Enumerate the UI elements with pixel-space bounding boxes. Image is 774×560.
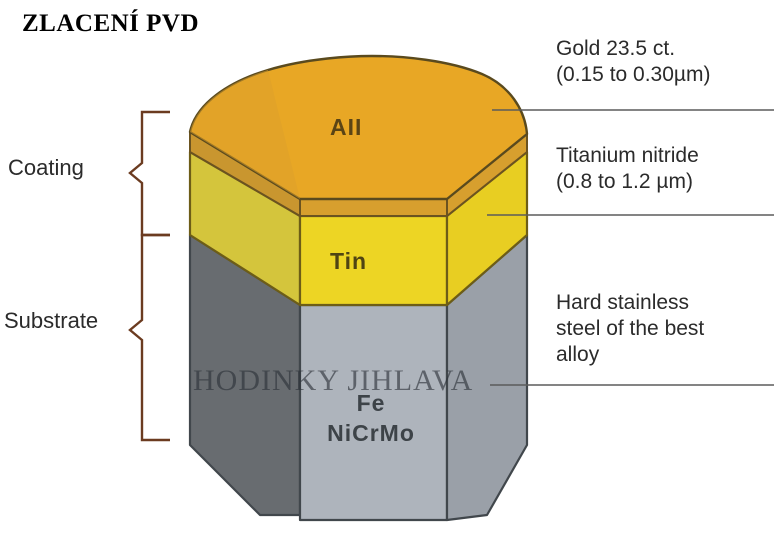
- annotation-titanium-nitride: Titanium nitride (0.8 to 1.2 µm): [556, 144, 699, 193]
- annotation-gold: Gold 23.5 ct. (0.15 to 0.30µm): [556, 37, 711, 86]
- watermark: HODINKY JIHLAVA: [193, 364, 474, 397]
- coating-label: Coating: [8, 155, 84, 180]
- gold-edge-front-facet: [299, 198, 448, 217]
- substrate-label-nicrmo: NiCrMo: [327, 420, 415, 446]
- annotation-steel: Hard stainless steel of the best alloy: [556, 291, 705, 366]
- tin-layer-label: Tin: [330, 248, 368, 274]
- gold-layer-label: AII: [330, 114, 363, 140]
- substrate-label-fe: Fe: [356, 390, 386, 416]
- page-title: ZLACENÍ PVD: [22, 10, 200, 37]
- substrate-bracket: [128, 233, 170, 442]
- coating-bracket: [128, 110, 170, 237]
- gold-top-shading: [190, 70, 300, 199]
- tin-front-facet: [298, 214, 449, 307]
- substrate-label: Substrate: [4, 308, 99, 333]
